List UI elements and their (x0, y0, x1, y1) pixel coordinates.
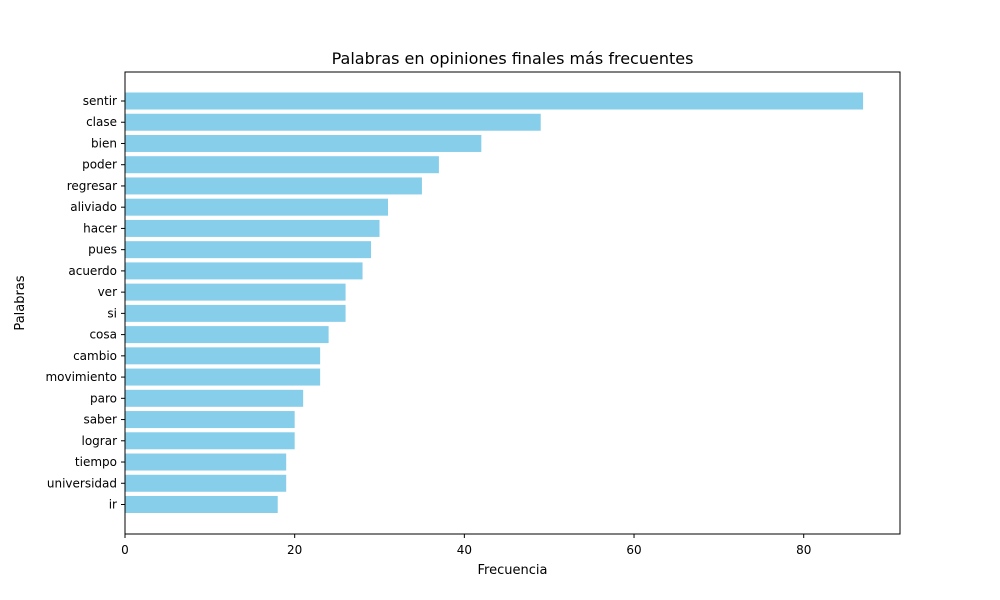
bar-pues (125, 241, 372, 259)
bar-hacer (125, 219, 380, 237)
y-tick-label: cosa (89, 328, 117, 342)
y-ticks-group: sentir clase bien poder regresar aliviado hace… (45, 94, 125, 512)
y-tick-label: paro (90, 391, 117, 405)
bar-lograr (125, 432, 295, 450)
bar-paro (125, 389, 304, 407)
y-axis-label: Palabras (13, 275, 28, 330)
bar-ver (125, 283, 346, 301)
x-tick-label: 80 (796, 543, 811, 557)
y-tick-label: acuerdo (68, 264, 117, 278)
bar-saber (125, 411, 295, 429)
y-tick-label: si (107, 306, 117, 320)
y-tick-label: lograr (81, 434, 117, 448)
chart-title: Palabras en opiniones finales más frecue… (332, 49, 694, 68)
y-tick-label: ir (109, 498, 117, 512)
y-tick-label: sentir (83, 94, 117, 108)
bar-universidad (125, 474, 287, 492)
x-axis-label: Frecuencia (478, 563, 548, 578)
y-tick-label: poder (82, 158, 117, 172)
bar-movimiento (125, 368, 321, 386)
bar-cambio (125, 347, 321, 365)
x-tick-label: 20 (287, 543, 302, 557)
y-tick-label: pues (88, 243, 117, 257)
bar-tiempo (125, 453, 287, 471)
y-tick-label: universidad (47, 476, 117, 490)
bar-bien (125, 134, 482, 152)
bars-group (125, 92, 864, 513)
bar-aliviado (125, 198, 388, 216)
bar-cosa (125, 326, 329, 344)
plot-frame (124, 71, 901, 535)
x-tick-label: 0 (121, 543, 129, 557)
y-tick-label: hacer (83, 221, 117, 235)
bar-ir (125, 496, 278, 513)
bar-clase (125, 113, 541, 131)
bar-sentir (125, 92, 864, 110)
bar-poder (125, 156, 439, 174)
x-ticks-group: 0 20 40 60 80 (121, 534, 811, 557)
y-tick-label: clase (86, 115, 117, 129)
y-tick-label: bien (91, 136, 117, 150)
y-tick-label: aliviado (70, 200, 117, 214)
y-tick-label: cambio (73, 349, 117, 363)
bar-si (125, 304, 346, 322)
bar-regresar (125, 177, 422, 195)
bar-acuerdo (125, 262, 363, 280)
y-tick-label: saber (83, 413, 117, 427)
x-tick-label: 40 (457, 543, 472, 557)
y-tick-label: tiempo (75, 455, 117, 469)
y-tick-label: regresar (67, 179, 117, 193)
x-tick-label: 60 (626, 543, 641, 557)
y-tick-label: movimiento (45, 370, 117, 384)
y-tick-label: ver (98, 285, 117, 299)
